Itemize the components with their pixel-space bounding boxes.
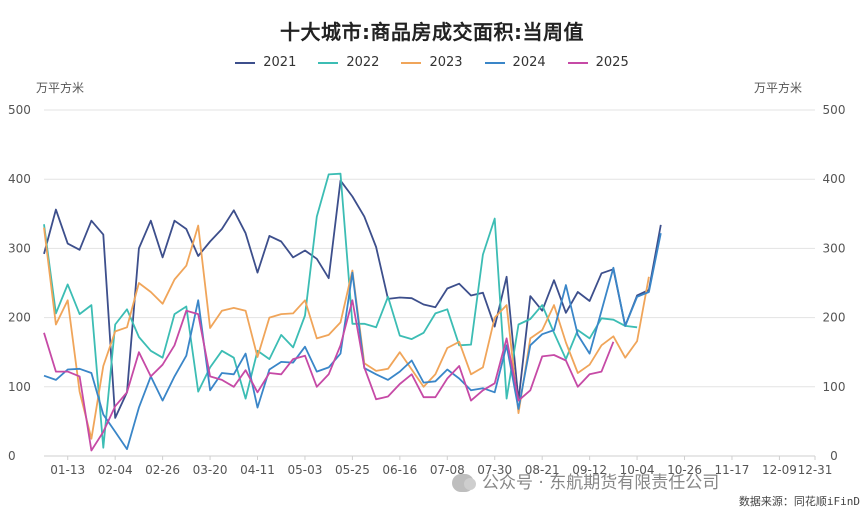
x-tick-label: 12-31 [798, 463, 833, 477]
legend-swatch-2025 [567, 61, 588, 64]
series-line-2022 [43, 172, 638, 449]
series-line-2021 [43, 179, 662, 419]
x-tick-label: 12-09 [762, 463, 797, 477]
x-tick-label: 10-04 [620, 463, 655, 477]
legend-item-2024[interactable]: 2024 [484, 55, 546, 70]
y-axis-unit-left: 万平方米 [36, 81, 85, 95]
legend-label-2024: 2024 [512, 55, 546, 70]
legend-label-2021: 2021 [263, 55, 297, 70]
legend-swatch-2024 [484, 61, 505, 64]
y-tick-label-right: 400 [823, 172, 846, 186]
y-tick-label-right: 100 [823, 380, 846, 394]
legend-item-2022[interactable]: 2022 [318, 55, 379, 70]
x-tick-label: 11-17 [715, 463, 750, 477]
y-tick-label-right: 200 [823, 311, 846, 325]
x-tick-label: 10-26 [667, 463, 702, 477]
x-tick-label: 04-11 [240, 463, 275, 477]
legend-swatch-2021 [235, 61, 256, 64]
watermark: 公众号 · 东航期货有限责任公司 [452, 468, 719, 493]
y-tick-label-left: 100 [8, 380, 31, 394]
y-tick-label-left: 500 [8, 103, 31, 117]
y-tick-label-right: 300 [823, 241, 846, 255]
y-axis-left: 0 100 200 300 400 500 [8, 103, 31, 463]
y-tick-label-left: 200 [8, 311, 31, 325]
x-axis: 01-13 02-04 02-26 03-20 04-11 05-03 05-25 06-16… [50, 456, 832, 477]
legend-item-2021[interactable]: 2021 [235, 55, 296, 70]
data-source: 数据来源：同花顺iFinD [738, 495, 860, 508]
legend-item-2023[interactable]: 2023 [401, 55, 463, 70]
legend-item-2025[interactable]: 2025 [567, 55, 629, 70]
y-tick-label-left: 300 [8, 241, 31, 255]
series-group [43, 172, 662, 452]
watermark-text: 公众号 · 东航期货有限责任公司 [482, 473, 720, 493]
legend-label-2025: 2025 [595, 55, 629, 70]
x-tick-label: 02-26 [145, 463, 180, 477]
y-axis-right: 0 100 200 300 400 500 [823, 103, 846, 463]
legend-label-2023: 2023 [429, 55, 463, 70]
chart-title: 十大城市:商品房成交面积:当周值 [280, 20, 584, 44]
x-tick-label: 09-12 [572, 463, 607, 477]
gridlines [44, 109, 815, 457]
series-line-2023 [43, 224, 650, 440]
x-tick-label: 08-21 [525, 463, 560, 477]
x-tick-label: 05-25 [335, 463, 370, 477]
legend: 2021 2022 2023 2024 2025 [0, 55, 864, 70]
x-tick-label: 03-20 [193, 463, 228, 477]
wechat-icon [452, 474, 476, 492]
legend-swatch-2023 [401, 61, 422, 64]
x-tick-label: 07-30 [477, 463, 512, 477]
legend-label-2022: 2022 [346, 55, 380, 70]
y-tick-label-left: 400 [8, 172, 31, 186]
x-tick-label: 06-16 [382, 463, 417, 477]
x-tick-label: 01-13 [50, 463, 85, 477]
legend-swatch-2022 [318, 61, 339, 64]
series-line-2025 [43, 299, 615, 452]
y-tick-label-left: 0 [8, 449, 16, 463]
x-tick-label: 05-03 [288, 463, 323, 477]
x-tick-label: 07-08 [430, 463, 465, 477]
y-tick-label-right: 0 [830, 449, 838, 463]
y-axis-unit-right: 万平方米 [753, 81, 802, 95]
x-tick-label: 02-04 [98, 463, 133, 477]
series-line-2024 [43, 233, 662, 451]
y-tick-label-right: 500 [823, 103, 846, 117]
